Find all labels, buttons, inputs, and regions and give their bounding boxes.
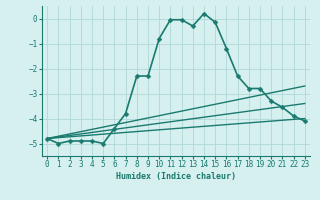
X-axis label: Humidex (Indice chaleur): Humidex (Indice chaleur) — [116, 172, 236, 181]
